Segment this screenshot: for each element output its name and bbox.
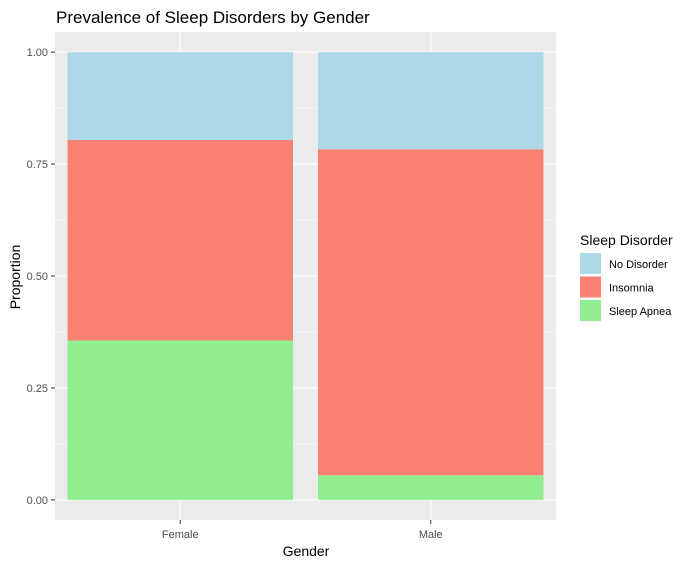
x-tick-label: Female — [162, 529, 199, 541]
bar-male-no-disorder — [318, 52, 544, 150]
legend-swatch-no-disorder — [580, 253, 601, 274]
legend-swatch-insomnia — [580, 276, 601, 298]
x-tick-label: Male — [419, 529, 443, 541]
bar-male-sleep-apnea — [318, 475, 544, 500]
y-tick-label: 0.00 — [27, 495, 48, 507]
x-axis: Female Male — [162, 520, 443, 541]
legend-label-sleep-apnea: Sleep Apnea — [609, 306, 672, 318]
y-axis: 0.00 0.25 0.50 0.75 1.00 — [27, 47, 55, 507]
y-axis-title: Proportion — [7, 245, 23, 310]
legend-swatch-sleep-apnea — [580, 300, 601, 321]
y-tick-label: 1.00 — [27, 47, 48, 59]
x-axis-title: Gender — [283, 543, 330, 559]
y-tick-label: 0.25 — [27, 383, 48, 395]
legend-label-no-disorder: No Disorder — [609, 259, 668, 271]
legend-label-insomnia: Insomnia — [609, 283, 655, 295]
bar-female-no-disorder — [67, 52, 293, 140]
chart-title: Prevalence of Sleep Disorders by Gender — [56, 8, 370, 27]
bars — [67, 52, 544, 500]
bar-female-insomnia — [67, 139, 293, 341]
legend: Sleep Disorder No Disorder Insomnia Sleep … — [580, 232, 673, 321]
y-tick-label: 0.50 — [27, 271, 48, 283]
legend-title: Sleep Disorder — [580, 232, 673, 248]
bar-male-insomnia — [318, 149, 544, 476]
bar-female-sleep-apnea — [67, 340, 293, 500]
y-tick-label: 0.75 — [27, 159, 48, 171]
